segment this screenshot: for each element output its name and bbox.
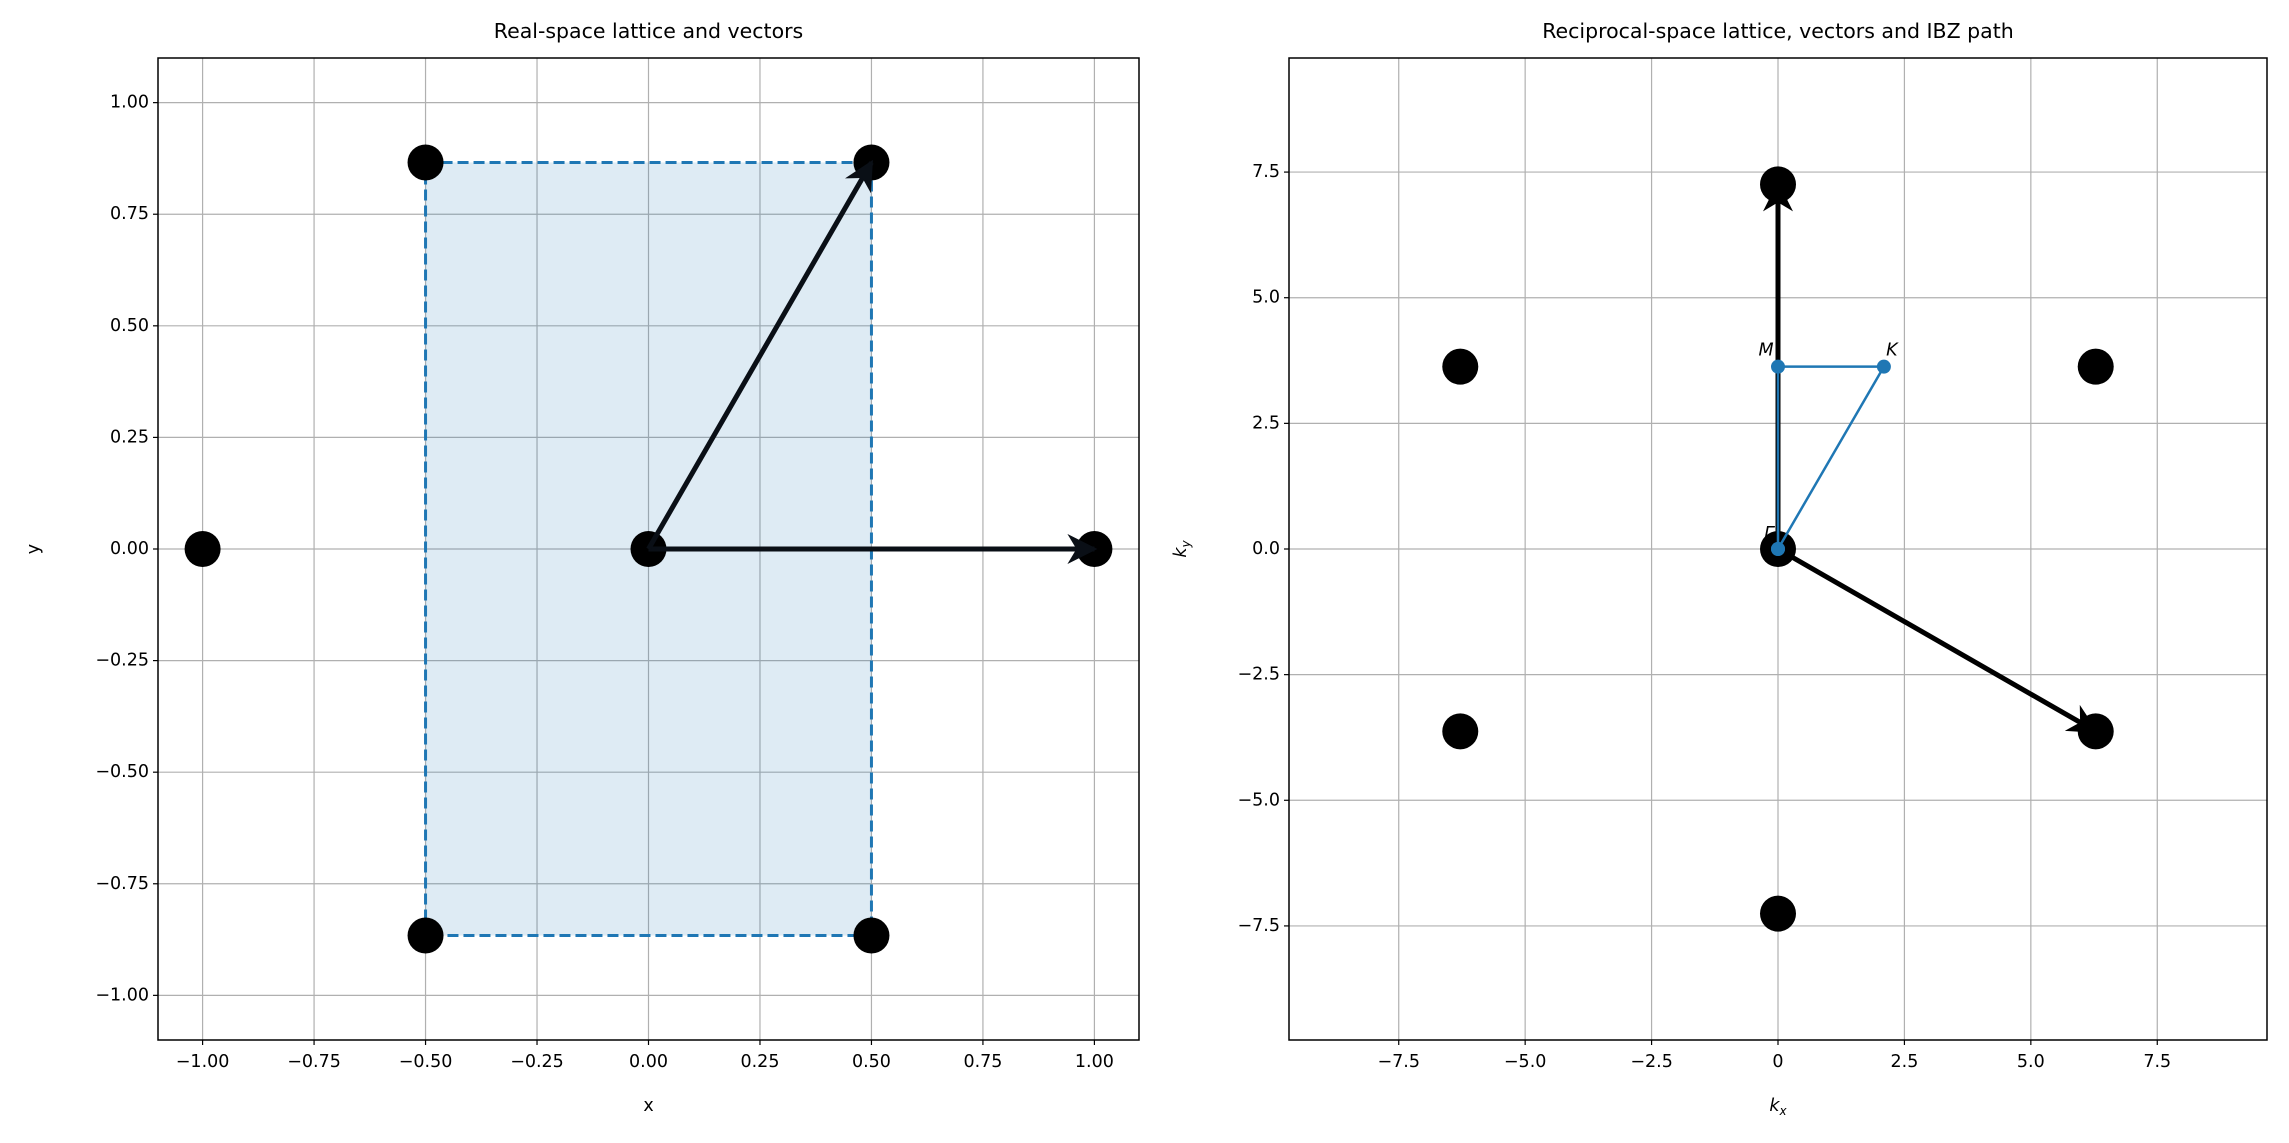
x-axis-label-main: k	[1769, 1096, 1780, 1116]
x-tick-label: 5.0	[2017, 1052, 2045, 1072]
y-tick-label: 0.00	[110, 539, 149, 559]
lattice-point	[407, 144, 444, 181]
y-tick-label: 0.0	[1252, 539, 1280, 559]
path-point	[1771, 542, 1785, 556]
vector	[646, 159, 874, 551]
lattice-point	[2077, 348, 2114, 385]
y-tick-label: 5.0	[1252, 288, 1280, 308]
x-tick-label: −1.00	[176, 1052, 230, 1072]
y-tick-label: −1.00	[95, 985, 149, 1005]
ibz-path	[1776, 365, 1887, 550]
y-tick-label: 0.50	[110, 316, 149, 336]
lattice-point	[407, 917, 444, 954]
lattice-point	[1442, 713, 1479, 750]
y-tick-label: −5.0	[1238, 790, 1281, 810]
x-tick-label: 0.75	[963, 1052, 1002, 1072]
x-tick-label: 7.5	[2143, 1052, 2171, 1072]
lattice-point	[1442, 348, 1479, 385]
path-point	[1771, 359, 1785, 374]
x-tick-label: −7.5	[1377, 1052, 1420, 1072]
y-tick-label: −7.5	[1238, 916, 1281, 936]
chart-title: Real-space lattice and vectors	[494, 19, 803, 43]
y-tick-label: 7.5	[1252, 162, 1280, 182]
y-tick-label: −0.50	[95, 762, 149, 782]
y-axis-label-sub: y	[1179, 539, 1193, 548]
y-axis-label: y	[24, 544, 44, 554]
x-tick-label: −0.75	[287, 1052, 341, 1072]
axes-frame	[1288, 57, 2268, 1041]
x-tick-label: 1.00	[1075, 1052, 1114, 1072]
x-tick-label: −0.25	[510, 1052, 564, 1072]
x-axis-label: kx	[1769, 1096, 1787, 1118]
x-tick-label: −5.0	[1504, 1052, 1547, 1072]
x-tick-label: 0.00	[629, 1052, 668, 1072]
lattice-point	[853, 917, 890, 954]
x-tick-label: 0	[1772, 1052, 1783, 1072]
x-tick-label: 0.25	[740, 1052, 779, 1072]
x-tick-label: −2.5	[1630, 1052, 1673, 1072]
y-tick-label: −0.25	[95, 651, 149, 671]
lattice-point	[184, 531, 221, 567]
x-tick-label: 0.50	[852, 1052, 891, 1072]
path-label: Γ	[1764, 524, 1775, 544]
lattice-point	[1760, 895, 1796, 932]
x-axis-label-sub: x	[1779, 1104, 1788, 1118]
x-tick-label: −0.50	[399, 1052, 453, 1072]
path-label: K	[1886, 341, 1899, 361]
path-point	[1876, 359, 1891, 374]
axes-frame	[157, 57, 1140, 1041]
y-tick-label: 2.5	[1252, 413, 1280, 433]
y-tick-label: −0.75	[95, 874, 149, 894]
y-tick-label: 0.25	[110, 427, 149, 447]
path-label: M	[1758, 341, 1773, 361]
y-axis-label: ky	[1171, 539, 1193, 557]
y-tick-label: −2.5	[1238, 665, 1281, 685]
y-tick-label: 0.75	[110, 204, 149, 224]
x-axis-label: x	[643, 1096, 653, 1116]
y-axis-label-main: k	[1171, 547, 1191, 558]
x-tick-label: 2.5	[1891, 1052, 1919, 1072]
vector	[1776, 546, 2099, 734]
y-tick-label: 1.00	[110, 93, 149, 113]
chart-title: Reciprocal-space lattice, vectors and IB…	[1542, 19, 2014, 43]
